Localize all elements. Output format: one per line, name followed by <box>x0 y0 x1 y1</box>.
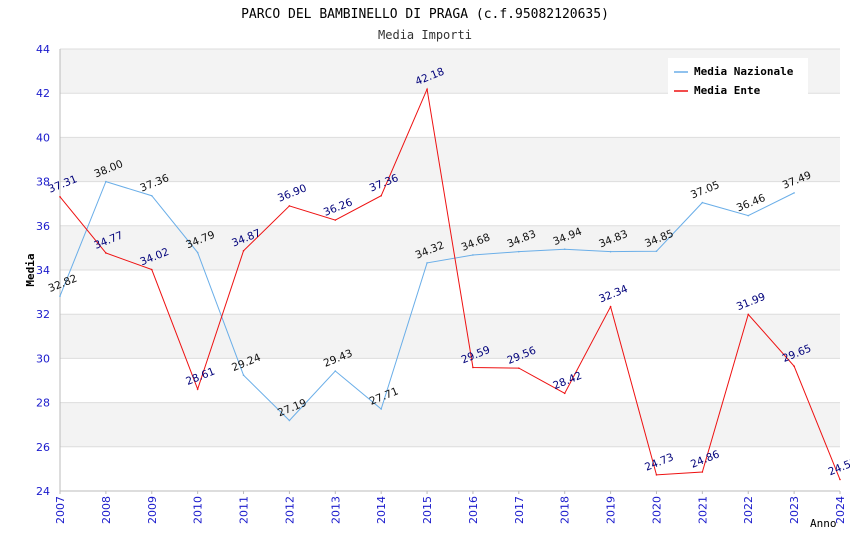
legend-label-media-nazionale: Media Nazionale <box>694 65 794 78</box>
chart-legend: Media Nazionale Media Ente <box>668 58 808 100</box>
y-tick-label: 28 <box>36 397 50 410</box>
y-tick-label: 32 <box>36 308 50 321</box>
data-point <box>609 305 612 308</box>
x-tick-label: 2008 <box>100 496 113 524</box>
y-axis-ticks: 24 26 28 30 32 34 36 38 40 42 44 <box>36 43 50 498</box>
data-point <box>839 478 841 481</box>
y-tick-label: 36 <box>36 220 50 233</box>
chart-bands <box>60 49 840 491</box>
series-line-media-ente <box>59 87 841 480</box>
data-point <box>609 250 612 253</box>
band <box>60 402 840 447</box>
x-tick-label: 2014 <box>375 496 388 524</box>
data-point <box>334 219 337 221</box>
legend-label-media-ente: Media Ente <box>694 84 761 97</box>
x-tick-label: 2007 <box>54 496 67 524</box>
data-point <box>288 419 291 422</box>
data-point <box>105 180 107 183</box>
y-tick-label: 38 <box>36 176 50 189</box>
data-point <box>426 88 428 91</box>
chart-series <box>59 87 841 481</box>
legend-box <box>668 58 808 100</box>
x-tick-label: 2013 <box>329 496 342 524</box>
y-tick-label: 30 <box>36 352 50 365</box>
data-point <box>380 408 382 410</box>
data-point <box>655 474 658 476</box>
data-point <box>288 205 291 207</box>
y-tick-label: 44 <box>36 43 50 56</box>
data-point <box>518 367 520 369</box>
data-point <box>701 471 704 473</box>
y-tick-label: 24 <box>36 485 50 498</box>
data-point <box>334 370 337 372</box>
data-point <box>242 249 245 252</box>
data-point <box>380 194 382 197</box>
band <box>60 93 840 138</box>
data-point <box>426 262 428 264</box>
data-point <box>793 192 795 194</box>
x-tick-label: 2024 <box>834 496 847 524</box>
data-point <box>150 194 153 197</box>
band <box>60 314 840 359</box>
x-tick-label: 2023 <box>788 496 801 524</box>
x-tick-label: 2019 <box>605 496 618 524</box>
x-tick-label: 2009 <box>146 496 159 524</box>
x-tick-label: 2021 <box>696 496 709 524</box>
chart-subtitle: Media Importi <box>378 28 472 42</box>
x-tick-label: 2017 <box>513 496 526 524</box>
y-tick-label: 42 <box>36 87 50 100</box>
x-tick-label: 2010 <box>192 496 205 524</box>
data-point <box>747 214 750 217</box>
x-tick-label: 2020 <box>650 496 663 524</box>
data-point <box>196 388 199 390</box>
x-tick-label: 2011 <box>238 496 251 524</box>
x-tick-label: 2022 <box>742 496 755 524</box>
band <box>60 446 840 491</box>
x-axis-label: Anno <box>810 517 837 530</box>
data-point <box>655 250 658 253</box>
band <box>60 225 840 270</box>
data-point <box>196 251 199 254</box>
band <box>60 358 840 403</box>
data-point <box>242 374 245 376</box>
y-tick-label: 26 <box>36 441 50 454</box>
x-tick-label: 2015 <box>421 496 434 524</box>
x-tick-label: 2016 <box>467 496 480 524</box>
x-axis-ticks: 2007 2008 2009 2010 2011 2012 2013 2014 2015 2016… <box>54 491 847 524</box>
data-point <box>472 254 474 256</box>
chart-title: PARCO DEL BAMBINELLO DI PRAGA (c.f.95082… <box>241 7 609 22</box>
data-point <box>563 392 566 395</box>
data-point <box>793 365 795 367</box>
band <box>60 137 840 182</box>
band <box>60 181 840 226</box>
data-point <box>59 295 61 297</box>
data-point <box>472 366 474 369</box>
data-point <box>701 201 704 204</box>
x-tick-label: 2018 <box>559 496 572 524</box>
y-tick-label: 34 <box>36 264 50 277</box>
data-point <box>747 313 750 316</box>
y-tick-label: 40 <box>36 131 50 144</box>
data-point <box>518 250 520 253</box>
y-axis-label: Media <box>24 253 37 286</box>
data-point <box>150 268 153 271</box>
x-tick-label: 2012 <box>283 496 296 524</box>
data-point <box>563 248 566 251</box>
band <box>60 270 840 315</box>
data-point <box>105 252 107 254</box>
data-point <box>59 196 61 198</box>
